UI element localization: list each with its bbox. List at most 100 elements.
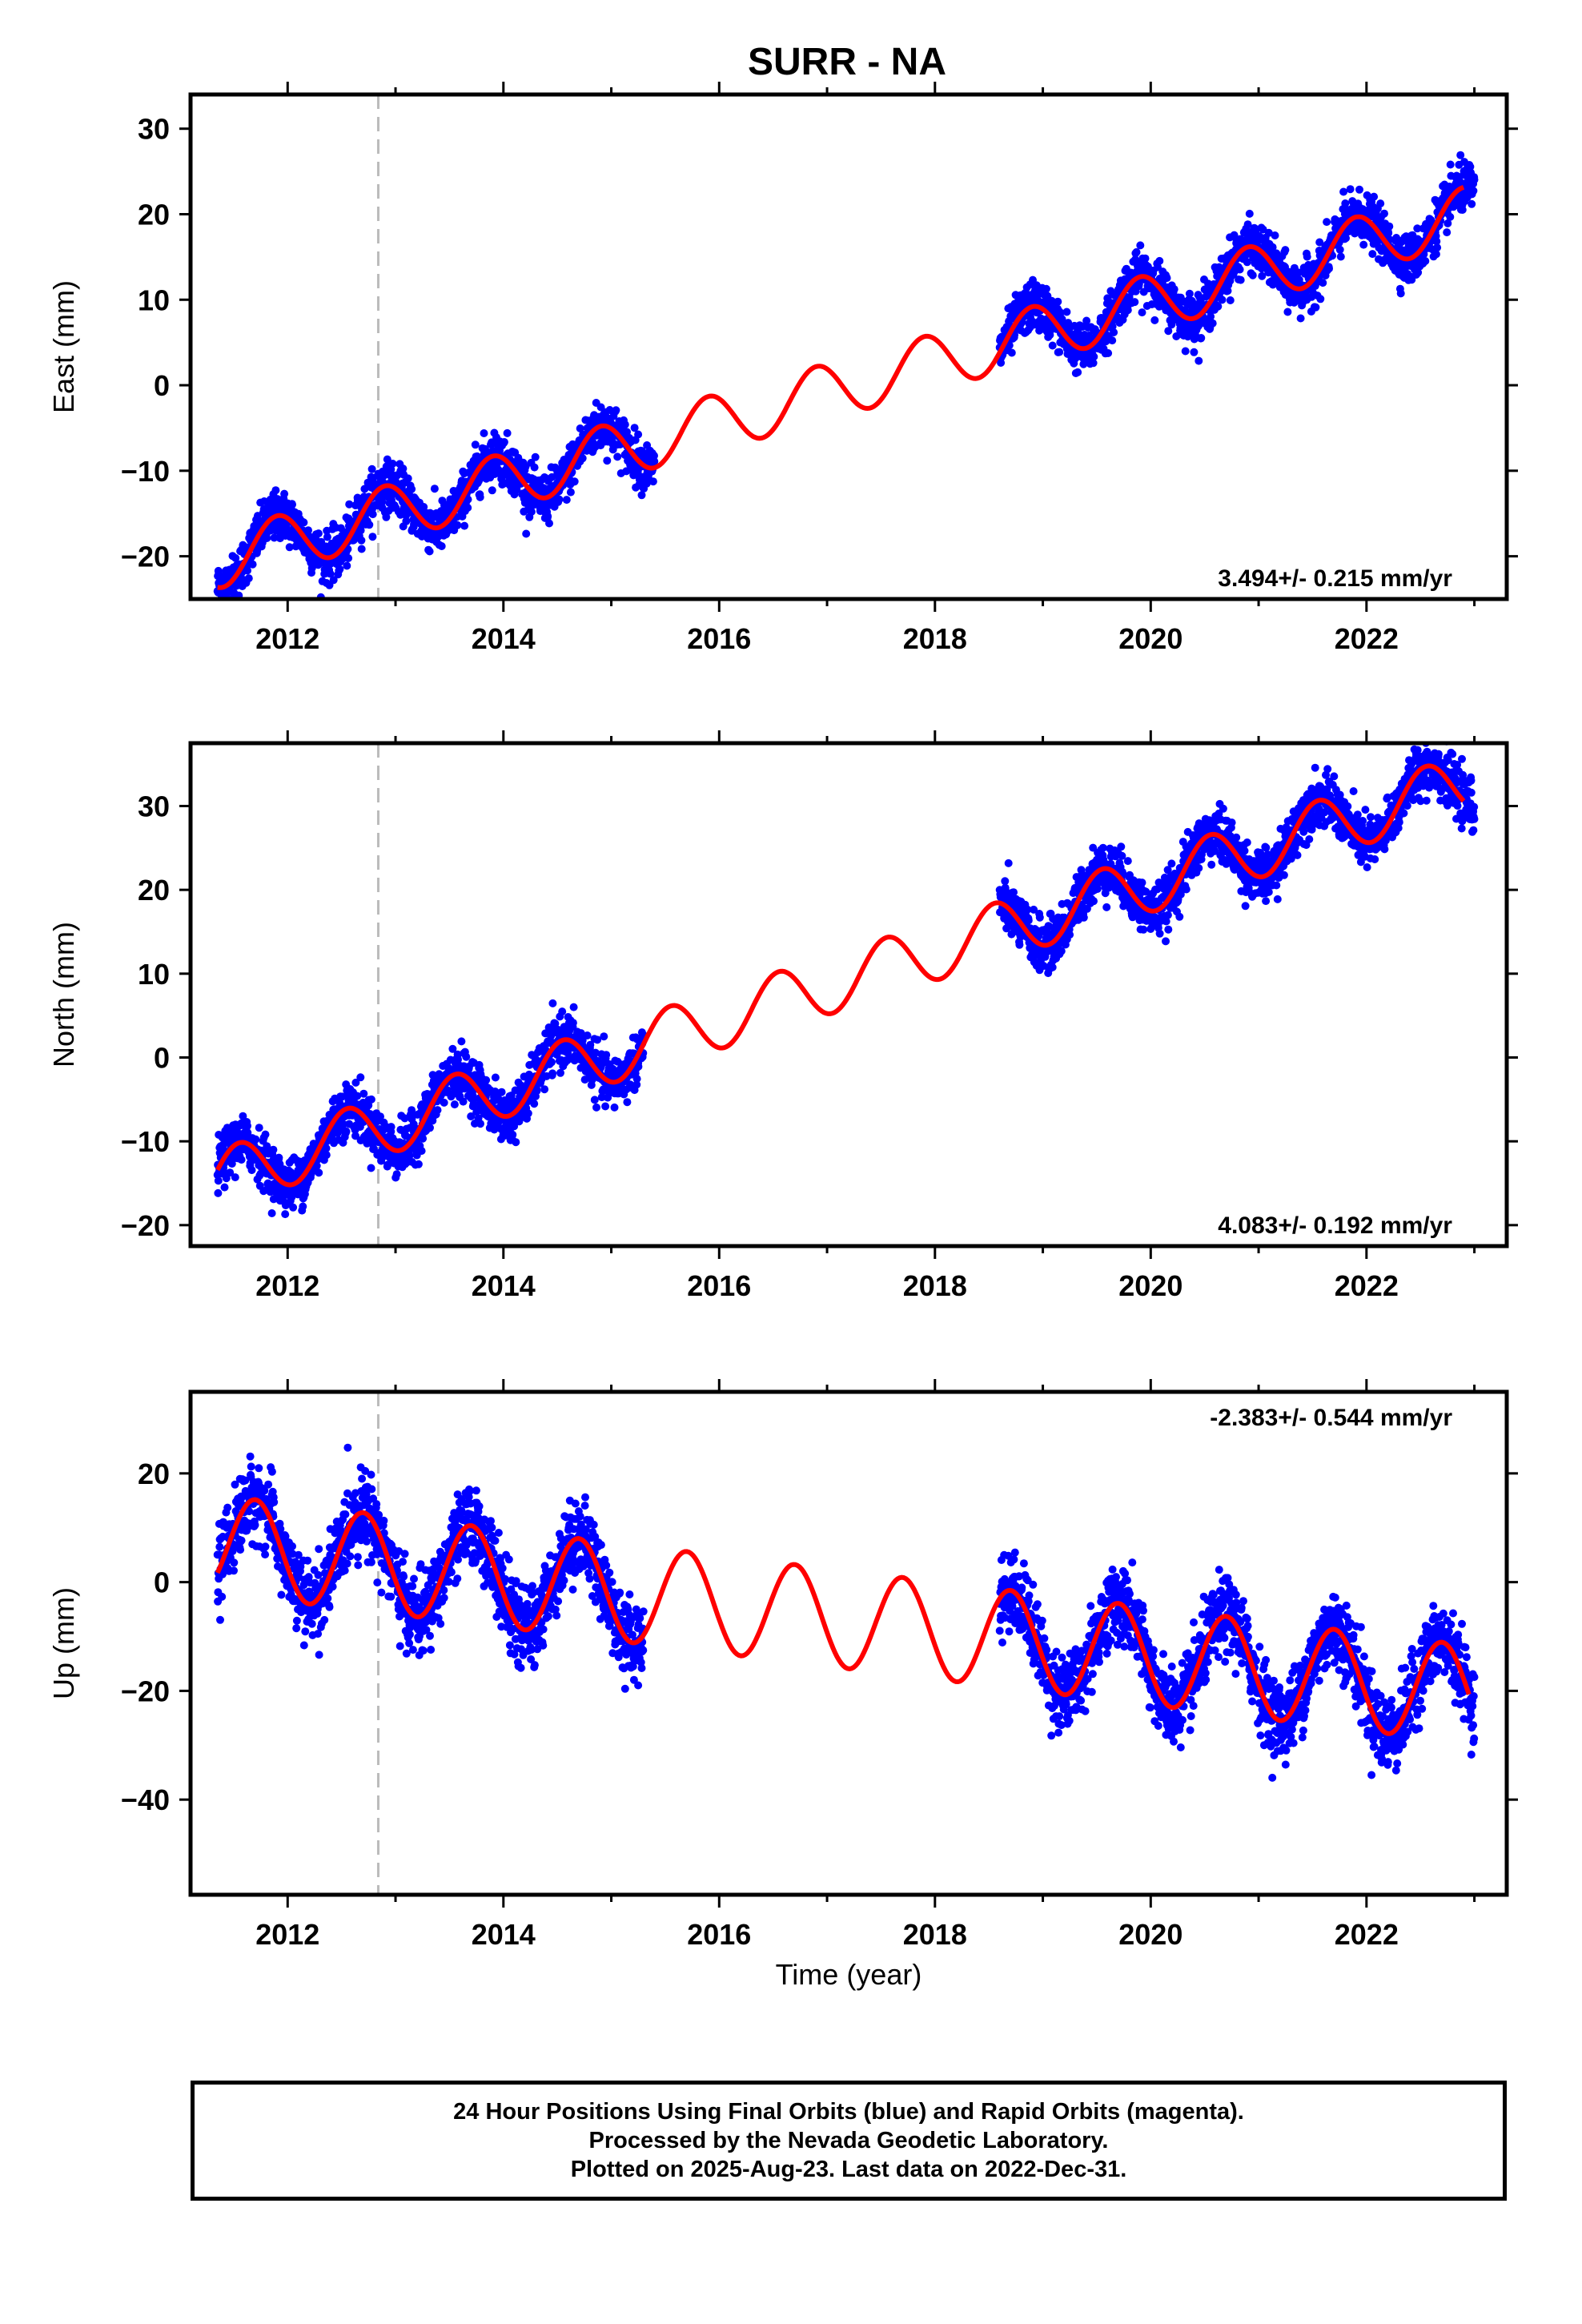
data-point: [457, 1037, 466, 1046]
data-point: [1384, 229, 1393, 237]
data-point: [271, 486, 280, 495]
data-point: [1185, 289, 1194, 298]
data-point: [1342, 234, 1350, 243]
data-point: [556, 1068, 564, 1077]
data-point: [1024, 916, 1033, 925]
data-point: [1108, 336, 1117, 345]
data-point: [1090, 352, 1098, 361]
x-tick-label: 2022: [1335, 622, 1399, 655]
data-point: [548, 472, 556, 481]
data-point: [569, 1003, 578, 1011]
data-point: [610, 1103, 619, 1112]
data-point: [251, 1135, 260, 1144]
data-point: [1104, 349, 1113, 357]
data-point: [1469, 187, 1478, 195]
data-point: [1214, 302, 1223, 311]
data-point: [1004, 858, 1013, 867]
data-point: [1155, 256, 1164, 265]
data-point: [285, 543, 294, 552]
data-point: [590, 1096, 599, 1104]
data-point: [464, 495, 472, 504]
data-point: [299, 518, 308, 527]
data-point: [1098, 843, 1107, 852]
data-point: [351, 1078, 360, 1087]
data-point: [488, 486, 496, 495]
data-point: [1055, 348, 1064, 356]
data-point: [1243, 258, 1251, 267]
data-point: [1243, 220, 1252, 229]
x-tick-label: 2012: [255, 622, 319, 655]
data-point: [1170, 285, 1178, 294]
data-point: [329, 576, 338, 585]
data-point: [387, 1123, 396, 1132]
data-point: [1258, 271, 1267, 280]
data-point: [231, 553, 240, 562]
data-point: [637, 491, 646, 500]
data-point: [548, 999, 557, 1007]
plot-frame: [188, 92, 1509, 601]
data-point: [1396, 289, 1405, 298]
data-point: [1311, 303, 1320, 312]
data-point: [409, 1120, 418, 1128]
data-point: [480, 429, 488, 437]
data-point: [1466, 163, 1475, 171]
y-tick-label: 0: [154, 369, 170, 402]
data-point: [440, 1098, 448, 1107]
data-point: [566, 488, 575, 497]
data-point: [226, 601, 234, 609]
data-point: [1271, 231, 1279, 239]
data-point: [1162, 274, 1171, 283]
data-point: [1090, 897, 1098, 906]
x-tick-label: 2018: [903, 622, 967, 655]
data-point: [237, 1156, 246, 1164]
data-point: [1431, 250, 1440, 259]
data-point: [1413, 224, 1422, 233]
data-point: [356, 526, 365, 535]
data-point: [548, 1069, 557, 1078]
data-point: [342, 1127, 351, 1136]
data-point: [476, 493, 484, 501]
data-point: [1235, 265, 1244, 274]
data-point: [603, 456, 612, 465]
data-point: [578, 454, 587, 463]
data-point: [1015, 940, 1024, 949]
data-point: [530, 1100, 539, 1108]
data-point: [383, 455, 391, 464]
data-point: [323, 533, 331, 541]
data-point: [1443, 228, 1452, 237]
data-point: [339, 1120, 347, 1128]
data-point: [1385, 222, 1394, 231]
data-point: [527, 508, 536, 516]
data-point: [214, 1188, 223, 1197]
data-point: [568, 1019, 577, 1027]
data-point: [1325, 264, 1333, 273]
data-point: [1010, 888, 1018, 897]
data-point: [425, 547, 434, 556]
data-point: [239, 1112, 247, 1120]
data-point: [227, 601, 235, 609]
data-point: [562, 496, 571, 505]
data-point: [333, 1128, 342, 1137]
data-point: [214, 566, 223, 575]
model-curve: [217, 184, 1465, 590]
data-point: [220, 1183, 229, 1192]
data-point: [402, 517, 411, 525]
data-point: [558, 1007, 567, 1016]
data-point: [453, 521, 462, 529]
y-tick-label: 20: [138, 198, 170, 231]
data-point: [1164, 327, 1173, 336]
data-point: [1048, 341, 1057, 350]
data-point: [357, 536, 366, 545]
data-point: [351, 1132, 359, 1140]
data-point: [1093, 885, 1102, 893]
data-point: [378, 497, 387, 506]
data-point: [367, 1095, 375, 1104]
data-point: [247, 1166, 256, 1175]
data-point: [522, 529, 531, 538]
data-point: [1359, 240, 1368, 249]
data-point: [392, 1170, 401, 1179]
data-point: [462, 1052, 471, 1061]
data-point: [414, 1160, 423, 1168]
